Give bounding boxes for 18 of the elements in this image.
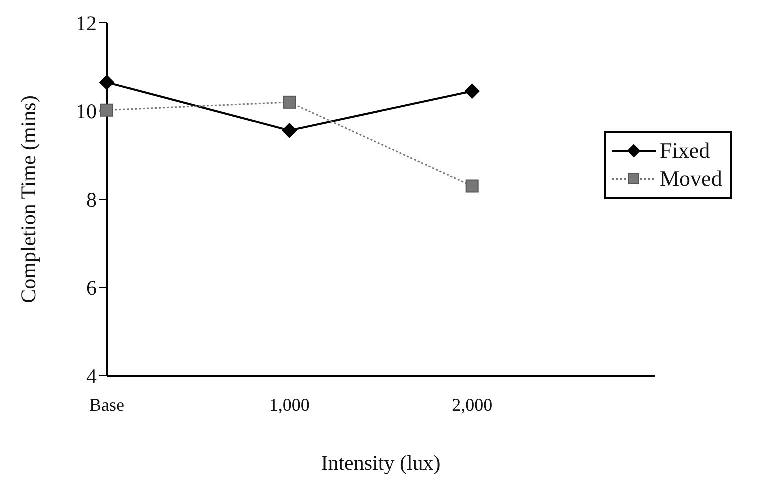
y-tick-label: 4 [86,364,98,388]
x-axis-title: Intensity (lux) [321,451,441,475]
point [282,123,298,138]
y-tick-label: 12 [76,11,97,36]
point [466,180,479,193]
legend-label: Fixed [660,137,710,165]
y-tick-label: 10 [76,100,97,124]
point [100,75,114,90]
y-axis-title: Completion Time (mins) [16,96,40,304]
point [283,96,296,109]
point [100,104,114,117]
legend-label: Moved [660,165,722,193]
x-tick-label: 1,000 [269,394,310,415]
point [464,84,480,99]
x-tick-label: Base [90,394,124,415]
y-tick-label: 8 [86,188,97,212]
x-tick-label: 2,000 [452,394,493,415]
y-tick-label: 6 [86,276,97,300]
